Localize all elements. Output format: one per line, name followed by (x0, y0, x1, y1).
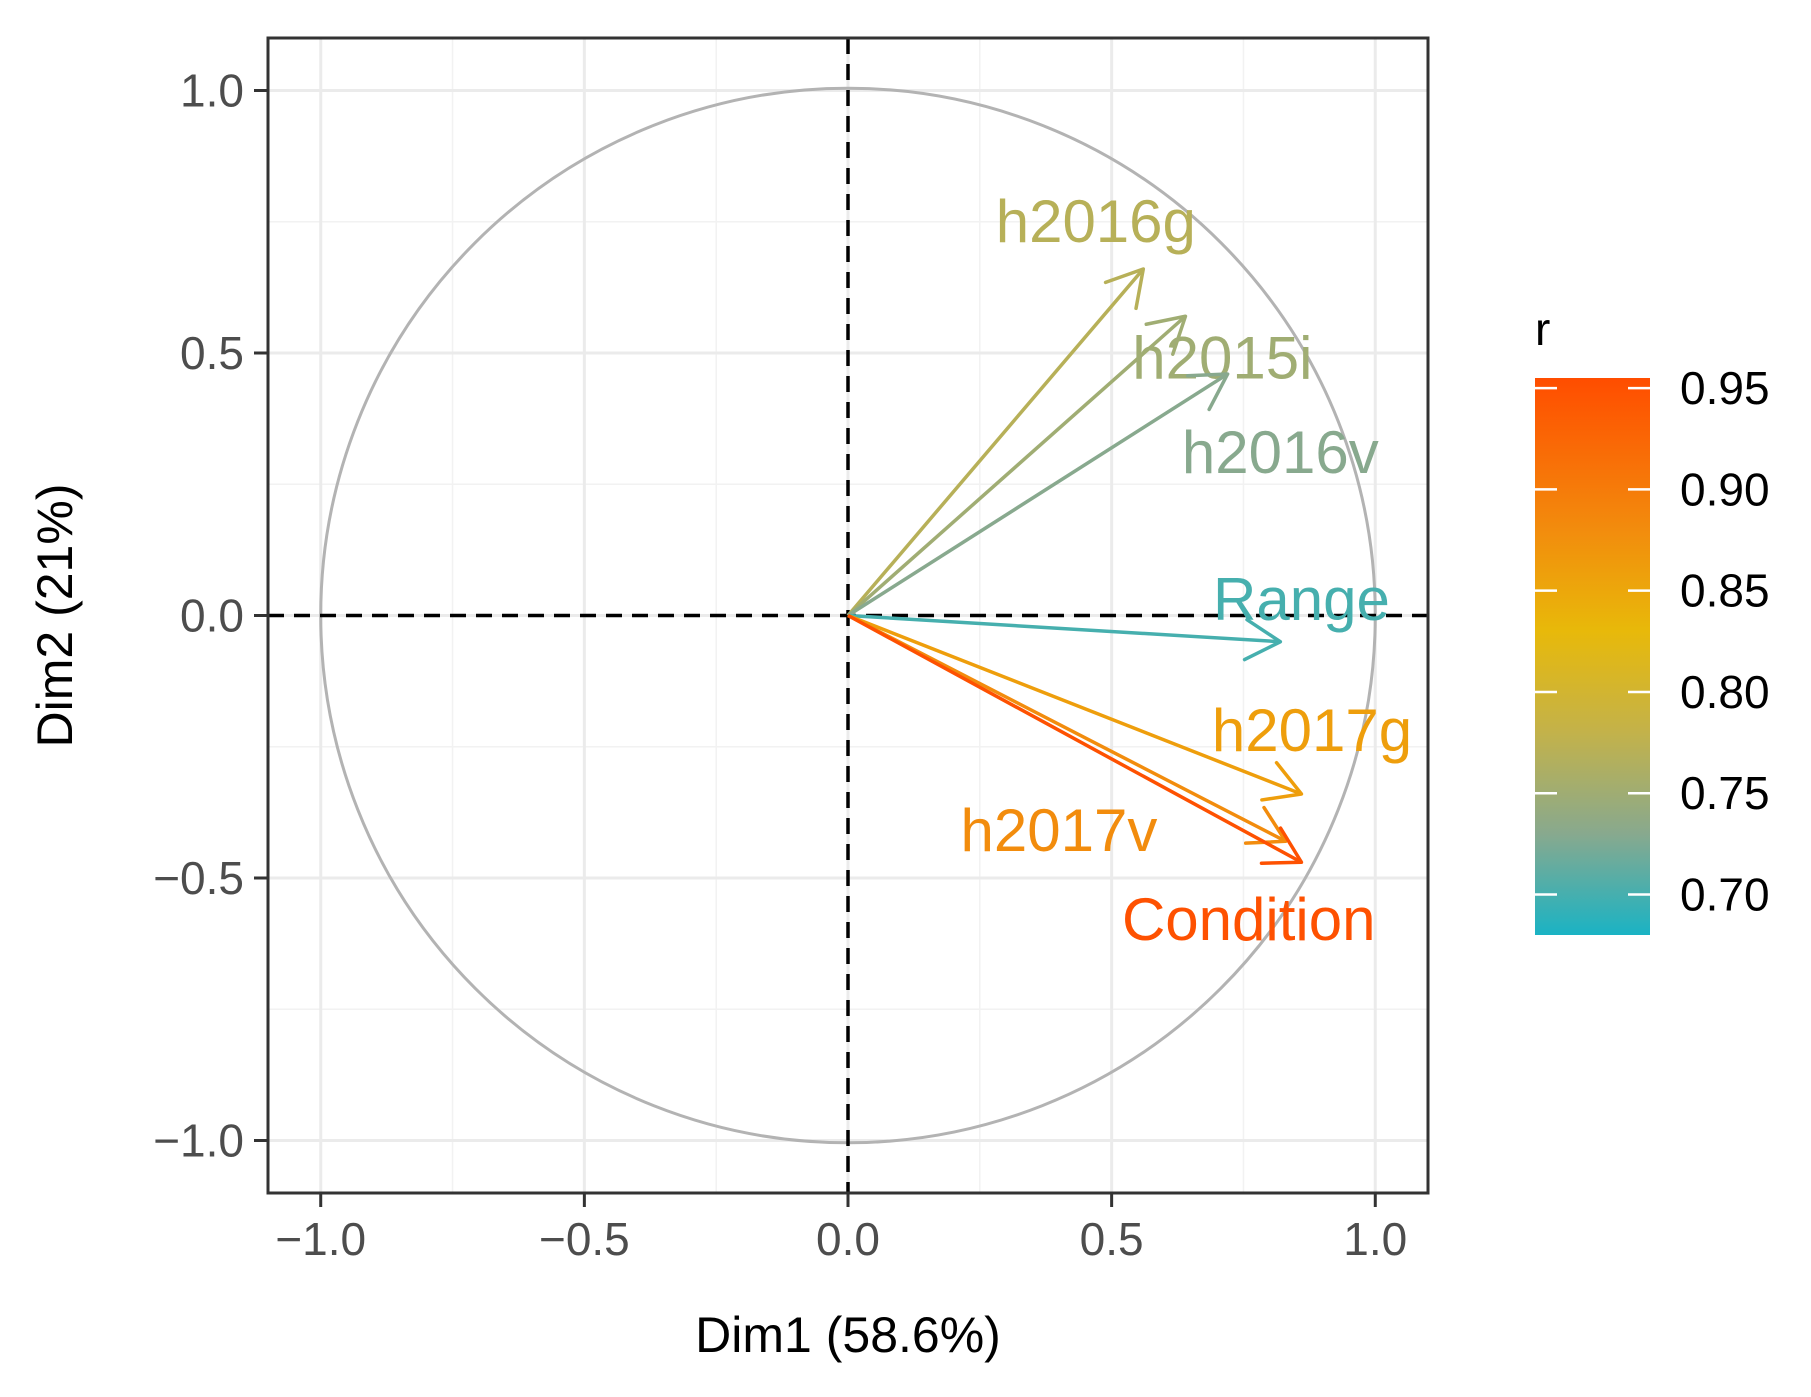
vector-label-Range: Range (1213, 566, 1390, 633)
vector-h2016g: h2016g (846, 188, 1196, 617)
y-tick-label: 0.0 (180, 590, 244, 642)
vector-arrowhead-h2017v (1243, 805, 1288, 845)
legend-tick-label: 0.95 (1680, 362, 1770, 414)
vector-arrowhead-Condition (1259, 826, 1304, 866)
vector-arrowhead-h2017g (1260, 760, 1304, 802)
color-legend: r 0.95 0.90 0.85 0.80 0.75 0.70 (1535, 303, 1770, 935)
legend-tick-label: 0.90 (1680, 463, 1770, 515)
x-tick-label: −0.5 (539, 1213, 630, 1265)
vector-label-h2017g: h2017g (1212, 697, 1412, 764)
vector-arrow-h2016v (847, 372, 1229, 617)
vector-h2016v: h2016v (847, 372, 1379, 617)
vector-arrowhead-h2015i (1144, 314, 1188, 356)
legend-ticks: 0.95 0.90 0.85 0.80 0.75 0.70 (1535, 362, 1770, 920)
y-axis-ticks: −1.0 −0.5 0.0 0.5 1.0 (153, 65, 268, 1167)
vector-label-Condition: Condition (1122, 886, 1376, 953)
vector-h2015i: h2015i (846, 314, 1312, 617)
variable-vectors: h2016g h2015i h2016v Range h2017g h2017v Condi… (846, 188, 1412, 953)
legend-tick-label: 0.70 (1680, 868, 1770, 920)
vector-label-h2015i: h2015i (1132, 324, 1312, 391)
vector-Condition: Condition (847, 613, 1376, 953)
y-tick-label: 1.0 (180, 65, 244, 117)
vector-arrow-Range (847, 613, 1281, 644)
vector-arrow-h2017v (847, 613, 1287, 843)
vector-arrowhead-h2016g (1103, 267, 1146, 311)
vector-arrow-h2017g (847, 613, 1303, 796)
vector-h2017v: h2017v (847, 613, 1288, 864)
vector-arrowhead-h2016v (1185, 372, 1230, 412)
legend-tick-label: 0.85 (1680, 565, 1770, 617)
y-axis-title: Dim2 (21%) (27, 484, 83, 748)
x-tick-label: 1.0 (1343, 1213, 1407, 1265)
legend-tick-label: 0.75 (1680, 767, 1770, 819)
y-tick-label: −0.5 (153, 852, 244, 904)
vector-arrow-h2015i (846, 314, 1187, 617)
vector-label-h2016v: h2016v (1182, 419, 1379, 486)
y-tick-label: −1.0 (153, 1115, 244, 1167)
x-axis-ticks: −1.0 −0.5 0.0 0.5 1.0 (275, 1193, 1407, 1265)
vector-Range: Range (847, 566, 1390, 662)
x-tick-label: −1.0 (275, 1213, 366, 1265)
y-tick-label: 0.5 (180, 327, 244, 379)
vector-label-h2016g: h2016g (996, 188, 1196, 255)
legend-tick-label: 0.80 (1680, 666, 1770, 718)
vector-arrowhead-Range (1242, 617, 1283, 662)
vector-arrow-Condition (847, 613, 1303, 864)
legend-title: r (1535, 303, 1550, 355)
vector-h2017g: h2017g (847, 613, 1412, 802)
vector-arrow-h2016g (846, 267, 1145, 617)
x-axis-title: Dim1 (58.6%) (695, 1307, 1001, 1363)
legend-colorbar (1535, 378, 1650, 935)
vector-label-h2017v: h2017v (960, 797, 1157, 864)
x-tick-label: 0.0 (816, 1213, 880, 1265)
x-tick-label: 0.5 (1080, 1213, 1144, 1265)
